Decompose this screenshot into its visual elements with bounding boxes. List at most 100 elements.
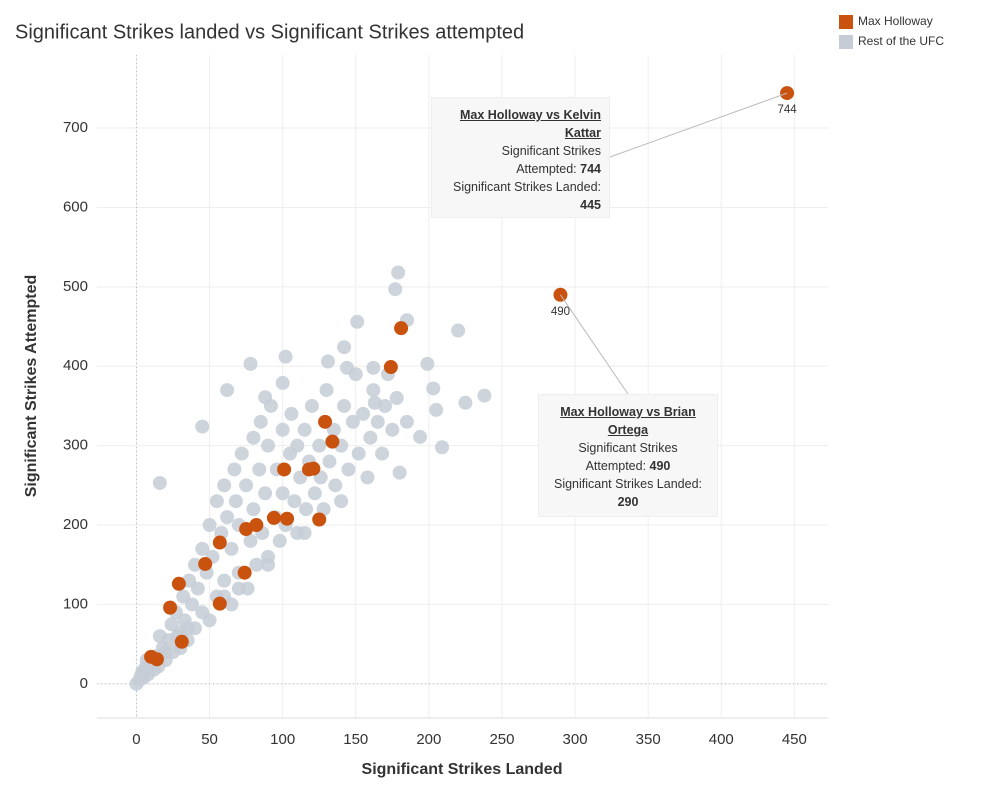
y-tick-label: 200 xyxy=(63,516,88,533)
scatter-point xyxy=(356,406,371,421)
scatter-point xyxy=(337,398,352,413)
annotation-line: Significant Strikes Attempted: 744 xyxy=(440,142,601,178)
scatter-point xyxy=(272,533,287,548)
y-tick-label: 0 xyxy=(80,675,88,692)
scatter-point xyxy=(312,512,327,527)
scatter-point xyxy=(337,340,352,355)
scatter-point xyxy=(366,383,381,398)
scatter-point xyxy=(209,494,224,509)
x-tick-label: 300 xyxy=(563,731,588,748)
scatter-point xyxy=(304,398,319,413)
scatter-point xyxy=(217,478,232,493)
scatter-point xyxy=(420,356,435,371)
scatter-point xyxy=(174,634,189,649)
scatter-point xyxy=(149,652,164,667)
scatter-point xyxy=(277,462,292,477)
scatter-point xyxy=(284,406,299,421)
scatter-point xyxy=(385,422,400,437)
annotation-connector xyxy=(609,92,788,158)
scatter-point xyxy=(319,383,334,398)
scatter-point xyxy=(306,461,321,476)
scatter-point xyxy=(220,383,235,398)
scatter-point xyxy=(280,511,295,526)
scatter-point xyxy=(325,434,340,449)
scatter-point xyxy=(350,314,365,329)
scatter-point xyxy=(217,573,232,588)
scatter-point xyxy=(239,478,254,493)
x-tick-label: 200 xyxy=(416,731,441,748)
scatter-point xyxy=(297,525,312,540)
y-tick-label: 600 xyxy=(63,198,88,215)
scatter-point xyxy=(202,518,217,533)
scatter-point xyxy=(299,502,314,517)
y-tick-label: 100 xyxy=(63,595,88,612)
data-label: 490 xyxy=(551,306,570,318)
scatter-point xyxy=(345,414,360,429)
scatter-point xyxy=(383,360,398,375)
annotation-text: Significant Strikes Landed: xyxy=(452,180,601,194)
scatter-point xyxy=(212,596,227,611)
scatter-point xyxy=(163,600,178,615)
scatter-point xyxy=(239,522,254,537)
scatter-point xyxy=(227,462,242,477)
scatter-point xyxy=(290,438,305,453)
scatter-point xyxy=(458,395,473,410)
scatter-point xyxy=(477,388,492,403)
scatter-point xyxy=(231,581,246,596)
annotation-value: 744 xyxy=(580,162,601,176)
x-tick-label: 150 xyxy=(343,731,368,748)
x-tick-label: 0 xyxy=(132,731,140,748)
scatter-point xyxy=(195,541,210,556)
scatter-point xyxy=(275,486,290,501)
scatter-point xyxy=(234,446,249,461)
annotation-value: 445 xyxy=(580,198,601,212)
scatter-point xyxy=(334,494,349,509)
scatter-point xyxy=(246,430,261,445)
scatter-point xyxy=(212,535,227,550)
scatter-point xyxy=(320,354,335,369)
scatter-point xyxy=(253,414,268,429)
y-tick-label: 500 xyxy=(63,278,88,295)
scatter-point xyxy=(297,422,312,437)
scatter-point xyxy=(228,494,243,509)
scatter-point xyxy=(340,360,355,375)
scatter-point xyxy=(275,422,290,437)
scatter-point xyxy=(394,321,409,336)
annotation-box: Max Holloway vs Kelvin Kattar Significant… xyxy=(431,97,610,218)
annotation-text: Significant Strikes Attempted: xyxy=(578,441,678,473)
scatter-point xyxy=(202,613,217,628)
scatter-point xyxy=(360,470,375,485)
scatter-point xyxy=(318,414,333,429)
scatter-point xyxy=(187,557,202,572)
scatter-point xyxy=(252,462,267,477)
scatter-point xyxy=(185,597,200,612)
scatter-point xyxy=(266,510,281,525)
annotation-text: Significant Strikes Attempted: xyxy=(501,144,601,176)
scatter-point xyxy=(391,265,406,280)
scatter-point xyxy=(388,282,403,297)
scatter-point xyxy=(190,581,205,596)
scatter-point xyxy=(249,557,264,572)
legend-label: Max Holloway xyxy=(858,14,933,28)
scatter-point xyxy=(322,454,337,469)
scatter-point xyxy=(275,375,290,390)
x-axis-title: Significant Strikes Landed xyxy=(362,761,563,778)
scatter-point xyxy=(224,541,239,556)
annotation-title: Max Holloway vs Brian Ortega xyxy=(560,405,696,437)
annotation-value: 290 xyxy=(617,495,639,509)
annotation-line: Significant Strikes Landed: 290 xyxy=(547,475,709,511)
scatter-point xyxy=(195,419,210,434)
chart-title: Significant Strikes landed vs Significan… xyxy=(15,21,524,43)
scatter-point xyxy=(220,510,235,525)
scatter-point xyxy=(435,440,450,455)
annotation-box: Max Holloway vs Brian Ortega Significant … xyxy=(538,394,718,517)
scatter-point xyxy=(307,486,322,501)
scatter-point xyxy=(370,414,385,429)
scatter-point xyxy=(341,462,356,477)
scatter-point xyxy=(243,533,258,548)
scatter-point xyxy=(375,446,390,461)
scatter-point xyxy=(258,390,273,405)
x-tick-label: 250 xyxy=(489,731,514,748)
scatter-point xyxy=(287,494,302,509)
x-tick-label: 400 xyxy=(709,731,734,748)
